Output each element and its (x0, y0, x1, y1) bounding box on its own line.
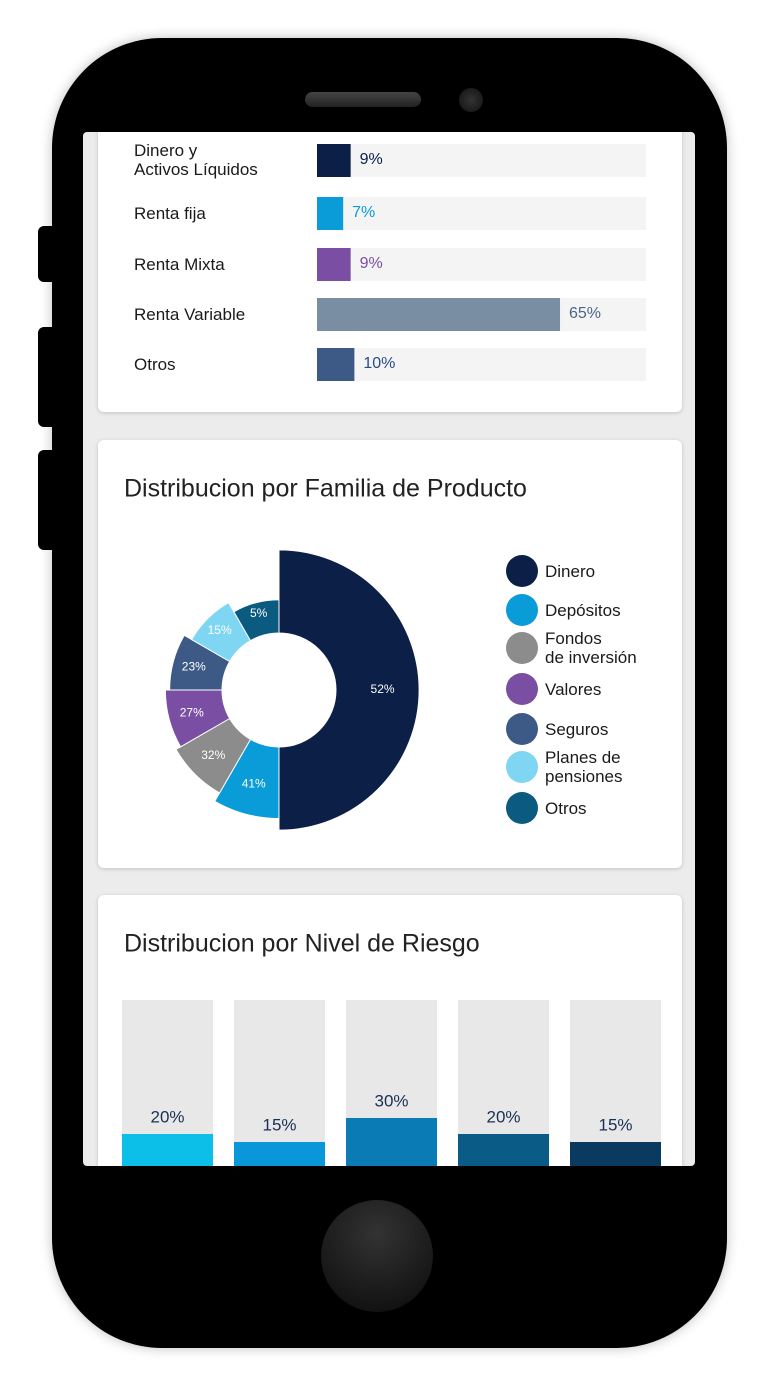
speaker (305, 92, 421, 107)
value-label: 10% (363, 355, 395, 372)
bar (570, 1142, 661, 1166)
bar (458, 1134, 549, 1166)
bar (317, 144, 351, 177)
category-label: Otros (134, 354, 176, 374)
bar-track (317, 144, 646, 177)
donut-slice (278, 549, 420, 831)
slice-label: 32% (201, 748, 225, 762)
chart-title: Distribucion por Familia de Producto (124, 475, 527, 503)
legend-label: Dinero (545, 561, 596, 581)
category-label: Renta Mixta (134, 254, 225, 274)
legend-label: Otros (545, 798, 587, 818)
category-label: Dinero y Activos Líquidos (134, 141, 258, 179)
category-label: Renta Variable (134, 304, 246, 324)
home-button[interactable] (321, 1200, 433, 1312)
bar-track (570, 1000, 661, 1166)
value-label: 15% (262, 1115, 296, 1134)
bar-track (317, 348, 646, 381)
donut-slice (175, 717, 252, 794)
value-label: 20% (150, 1107, 184, 1126)
value-label: 30% (374, 1091, 408, 1110)
chart-title: Distribucion por Nivel de Riesgo (124, 930, 480, 958)
bar-track (317, 197, 646, 230)
slice-label: 15% (208, 623, 232, 637)
bar-track (317, 248, 646, 281)
bar (234, 1142, 325, 1166)
bar (317, 298, 561, 331)
legend-swatch (506, 713, 538, 745)
donut-slice (169, 634, 231, 691)
bar (122, 1134, 213, 1166)
bar-track (234, 1000, 325, 1166)
bar (317, 197, 344, 230)
donut-slice (214, 738, 280, 819)
bar (346, 1118, 437, 1166)
legend-label: Valores (545, 679, 602, 699)
legend-label: Planes de pensiones (545, 748, 623, 786)
donut-slice (233, 599, 280, 642)
bar (317, 248, 351, 281)
donut-slice (190, 601, 252, 663)
value-label: 20% (486, 1107, 520, 1126)
screen: Distribucion por Familia de Producto Dis… (83, 132, 695, 1166)
slice-label: 23% (182, 659, 206, 673)
bar (317, 348, 355, 381)
value-label: 15% (598, 1115, 632, 1134)
category-label: Renta fija (134, 203, 206, 223)
legend-swatch (506, 751, 538, 783)
legend-label: Fondos de inversión (545, 629, 637, 667)
legend-swatch (506, 555, 538, 587)
legend-swatch (506, 673, 538, 705)
slice-label: 5% (250, 606, 268, 620)
legend-swatch (506, 792, 538, 824)
legend-label: Depósitos (545, 600, 621, 620)
legend-swatch (506, 632, 538, 664)
legend-swatch (506, 594, 538, 626)
value-label: 65% (569, 305, 601, 322)
legend-label: Seguros (545, 719, 609, 739)
camera (459, 88, 483, 112)
donut-slice (164, 689, 231, 748)
slice-label: 27% (180, 706, 204, 720)
value-label: 9% (360, 151, 383, 168)
slice-label: 52% (371, 682, 395, 696)
slice-label: 41% (242, 777, 266, 791)
charts: Distribucion por Familia de Producto Dis… (122, 144, 661, 1166)
value-label: 9% (360, 255, 383, 272)
value-label: 7% (352, 204, 375, 221)
